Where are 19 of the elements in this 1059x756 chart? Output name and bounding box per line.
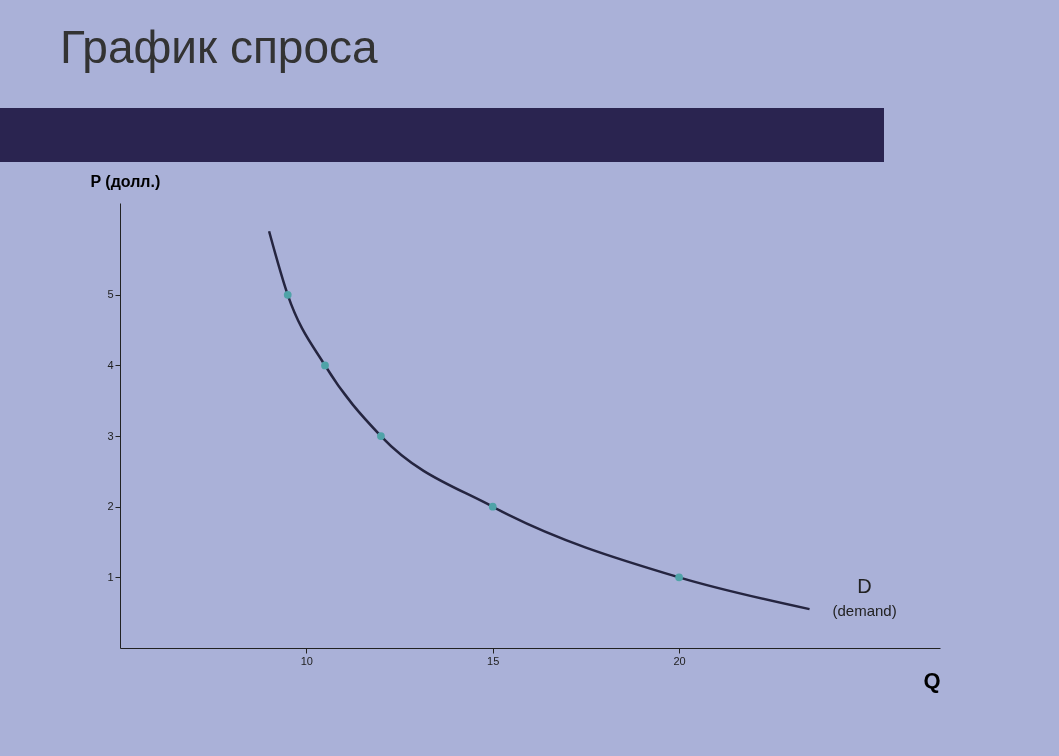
- annotation: (demand): [832, 602, 897, 620]
- y-tick-label: 5: [107, 288, 114, 301]
- y-tick-label: 2: [107, 500, 114, 513]
- point: [377, 432, 385, 440]
- point: [321, 361, 329, 370]
- y-tick-label: 3: [107, 429, 114, 442]
- y-axis-title: P (долл.): [90, 172, 161, 190]
- chart-title: График спроса: [60, 21, 379, 73]
- line-series: [267, 230, 811, 611]
- y-tick-label: 1: [107, 570, 114, 583]
- y-tick-label: 4: [107, 358, 114, 371]
- x-tick-label: 20: [673, 654, 686, 667]
- point: [283, 290, 292, 299]
- x-tick-label: 15: [487, 654, 500, 667]
- text: D: [857, 575, 872, 598]
- point: [675, 573, 683, 582]
- x-axis-title: Q: [923, 667, 941, 693]
- x-tick-label: 10: [300, 654, 313, 667]
- point: [488, 502, 497, 511]
